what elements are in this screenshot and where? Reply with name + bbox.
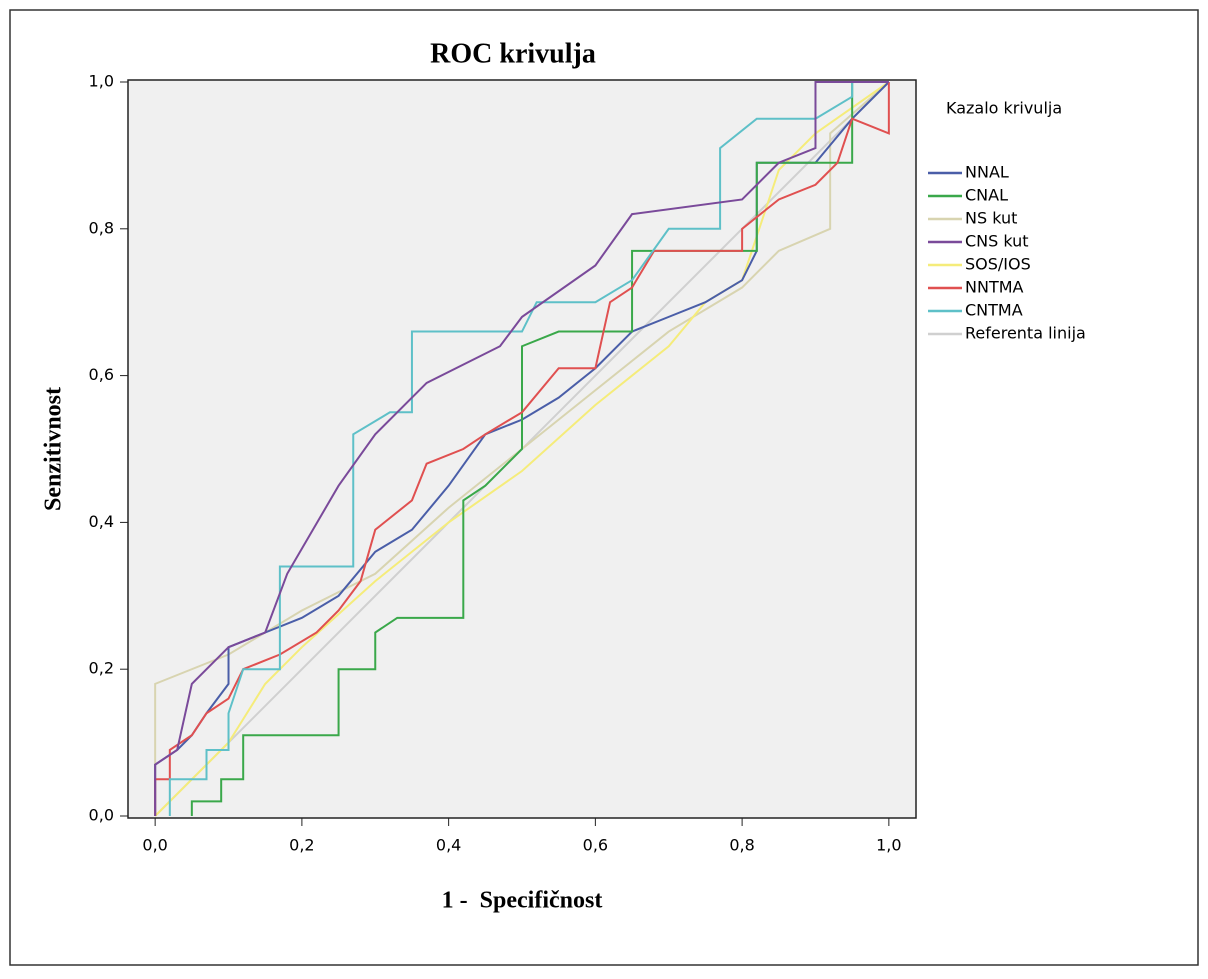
roc-curve: [154, 81, 889, 816]
x-axis-title: 1 - Specifičnost: [442, 888, 603, 914]
y-tick-label: 0,8: [89, 218, 114, 237]
roc-curve: [168, 81, 889, 816]
roc-curve: [154, 81, 890, 817]
roc-curve: [154, 82, 890, 816]
legend-label: CNTMA: [965, 301, 1023, 320]
x-tick-label: 1,0: [876, 836, 901, 855]
x-tick-label: 0,8: [729, 836, 754, 855]
x-tick-label: 0,2: [289, 836, 314, 855]
y-tick-label: 0,2: [89, 659, 114, 678]
legend-title: Kazalo krivulja: [946, 99, 1062, 118]
legend-label: Referenta linija: [965, 324, 1086, 343]
x-tick-label: 0,6: [583, 836, 608, 855]
legend-label: NNAL: [965, 163, 1009, 182]
legend-label: NNTMA: [965, 278, 1024, 297]
y-tick-label: 0,0: [89, 806, 114, 825]
legend-label: NS kut: [965, 209, 1017, 228]
y-tick-label: 0,6: [89, 365, 114, 384]
x-tick-label: 0,0: [142, 836, 167, 855]
y-tick-label: 0,4: [89, 512, 114, 531]
x-tick-label: 0,4: [436, 836, 461, 855]
legend-label: CNAL: [965, 186, 1008, 205]
y-tick-label: 1,0: [89, 72, 114, 91]
legend-label: CNS kut: [965, 232, 1029, 251]
y-axis-title: Senzitivnost: [41, 387, 67, 511]
chart-title: ROC krivulja: [430, 38, 596, 69]
roc-curve: [154, 81, 890, 816]
legend-label: SOS/IOS: [965, 255, 1031, 274]
roc-curve: [190, 81, 889, 816]
